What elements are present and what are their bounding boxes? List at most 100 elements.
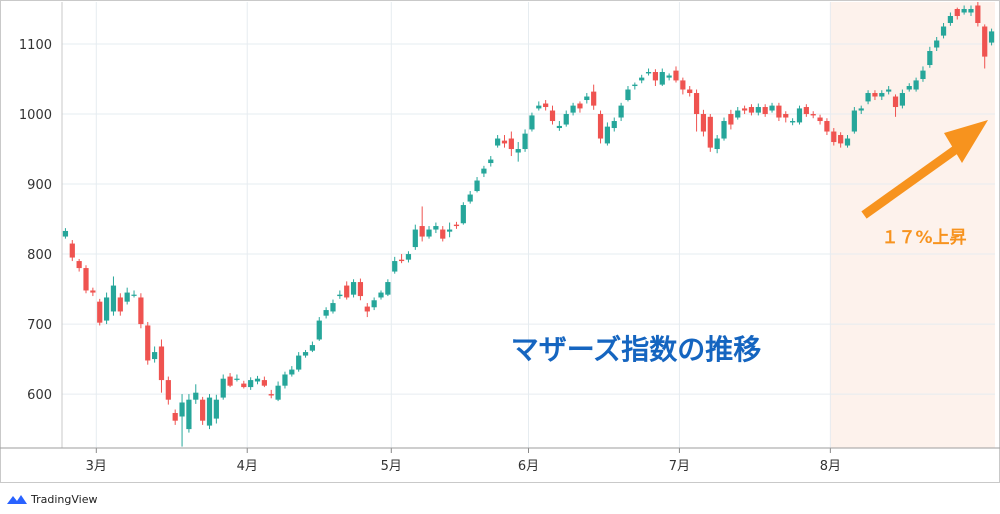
candle-body	[645, 72, 652, 74]
candle	[316, 317, 322, 341]
candle	[193, 384, 199, 404]
candle-body	[131, 294, 137, 296]
candle-body	[693, 93, 700, 115]
candle-body	[241, 383, 247, 388]
candle	[131, 290, 137, 298]
candle-body	[810, 114, 816, 116]
candle	[700, 109, 707, 137]
candle-body	[741, 108, 748, 111]
candle-body	[186, 399, 192, 430]
candle-body	[234, 378, 240, 380]
candle	[927, 46, 933, 68]
candle	[604, 122, 611, 146]
candle-body	[975, 5, 981, 24]
candle	[200, 396, 206, 425]
candle	[467, 191, 473, 204]
candle-body	[577, 103, 583, 109]
candle	[968, 5, 974, 17]
candle	[632, 82, 638, 90]
candle	[385, 279, 391, 297]
candle-body	[721, 121, 727, 139]
candle	[543, 100, 549, 111]
candle-body	[522, 133, 528, 150]
candle-body	[968, 9, 974, 13]
candle	[234, 374, 240, 382]
candle-body	[227, 376, 233, 386]
candle	[145, 321, 151, 365]
candle	[783, 111, 789, 123]
candle	[165, 376, 171, 405]
candle	[707, 114, 713, 152]
candle-body	[179, 402, 185, 417]
candle-body	[330, 303, 336, 312]
candle-body	[796, 108, 803, 123]
candle-body	[886, 89, 892, 92]
candle-body	[110, 285, 117, 312]
candle-body	[172, 412, 178, 421]
candle	[117, 293, 123, 316]
candle-body	[83, 268, 89, 291]
candle-body	[97, 301, 103, 323]
candle-body	[446, 229, 453, 232]
candle-body	[405, 254, 412, 260]
candle	[934, 37, 940, 52]
brand-logo: TradingView	[6, 490, 97, 508]
candle	[282, 371, 288, 389]
candle	[556, 121, 562, 131]
candle-body	[261, 380, 267, 386]
candle-body	[652, 72, 659, 81]
candle-body	[467, 194, 473, 202]
candle-body	[961, 9, 967, 13]
candle	[584, 93, 590, 104]
candle	[961, 5, 967, 15]
candle	[460, 202, 466, 225]
candle-body	[515, 149, 521, 153]
tradingview-logo-icon	[7, 495, 27, 504]
candle	[879, 90, 885, 101]
candle	[440, 226, 446, 242]
candle-body	[597, 114, 604, 139]
candle	[652, 69, 659, 87]
candle	[69, 240, 75, 262]
candle-body	[865, 93, 871, 102]
candle-body	[152, 352, 158, 360]
candle	[254, 375, 261, 385]
candle-body	[145, 325, 151, 361]
candle-body	[570, 105, 576, 113]
candle	[289, 366, 295, 377]
candle	[481, 165, 487, 178]
candle-body	[529, 115, 535, 130]
candle	[515, 142, 521, 162]
candle-body	[563, 114, 569, 125]
candle	[323, 307, 329, 319]
candle-body	[412, 229, 418, 248]
x-tick-label: 7月	[669, 459, 690, 474]
candle	[330, 299, 336, 314]
candle-body	[982, 26, 988, 57]
candle-body	[762, 107, 768, 115]
chart-title: マザーズ指数の推移	[511, 333, 762, 366]
candle	[741, 105, 748, 115]
candle	[796, 105, 803, 125]
rise-annotation: １７%上昇	[881, 228, 966, 248]
y-tick-label: 700	[27, 318, 52, 333]
candle-body	[920, 70, 926, 80]
candle-body	[392, 261, 398, 272]
candle	[728, 109, 734, 130]
candle	[844, 135, 851, 148]
candle	[378, 290, 384, 300]
candle-body	[296, 355, 302, 370]
candle-body	[872, 93, 878, 97]
candle	[940, 23, 947, 39]
candle	[206, 394, 213, 430]
candle	[886, 86, 892, 95]
candle	[988, 28, 995, 46]
candle	[83, 265, 89, 294]
candle	[158, 339, 165, 393]
candle	[673, 66, 679, 83]
candle-body	[556, 125, 562, 129]
candle-body	[817, 117, 823, 122]
candle-body	[385, 282, 391, 295]
candle	[913, 77, 919, 92]
